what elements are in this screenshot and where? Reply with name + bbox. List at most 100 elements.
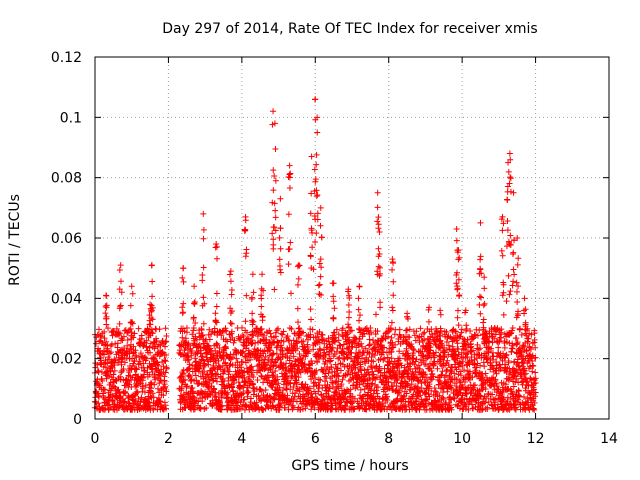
y-tick-label: 0.12 <box>51 50 82 66</box>
roti-point <box>211 393 218 400</box>
roti-point <box>119 337 126 344</box>
roti-point <box>294 339 301 346</box>
roti-point <box>141 368 148 375</box>
roti-point <box>149 293 156 300</box>
roti-point <box>112 340 119 347</box>
roti-point <box>111 362 118 369</box>
roti-point <box>279 354 286 361</box>
roti-point <box>107 393 114 400</box>
roti-point <box>245 389 252 396</box>
roti-point <box>114 340 121 347</box>
y-tick-label: 0.04 <box>51 291 82 307</box>
roti-point <box>152 343 159 350</box>
roti-point <box>199 389 206 396</box>
roti-point <box>254 346 261 353</box>
roti-point <box>101 328 108 335</box>
roti-point <box>180 393 187 400</box>
roti-point <box>244 387 251 394</box>
x-tick-label: 12 <box>527 431 545 447</box>
roti-point <box>246 356 253 363</box>
roti-point <box>279 331 286 338</box>
roti-point <box>299 329 306 336</box>
roti-point <box>163 405 170 412</box>
roti-point <box>222 359 229 366</box>
roti-point <box>241 396 248 403</box>
roti-point <box>97 382 104 389</box>
roti-point <box>184 383 191 390</box>
roti-point <box>122 390 129 397</box>
roti-point <box>297 369 304 376</box>
roti-point <box>162 358 169 365</box>
roti-point <box>153 337 160 344</box>
roti-point <box>201 368 208 375</box>
roti-point <box>106 350 113 357</box>
roti-point <box>285 337 292 344</box>
roti-point <box>192 333 199 340</box>
roti-point <box>212 375 219 382</box>
roti-point <box>184 342 191 349</box>
roti-point <box>258 372 265 379</box>
roti-point <box>188 347 195 354</box>
roti-point <box>241 378 248 385</box>
roti-point <box>233 355 240 362</box>
roti-point <box>121 359 128 366</box>
roti-point <box>193 358 200 365</box>
roti-point <box>300 338 307 345</box>
roti-point <box>147 349 154 356</box>
roti-point <box>199 332 206 339</box>
roti-point <box>146 399 153 406</box>
roti-point <box>242 318 249 325</box>
roti-point <box>286 355 293 362</box>
roti-point <box>186 365 193 372</box>
roti-point <box>296 388 303 395</box>
roti-point <box>162 352 169 359</box>
roti-point <box>260 350 267 357</box>
data-points <box>91 96 539 413</box>
roti-point <box>102 396 109 403</box>
roti-point <box>149 316 156 323</box>
roti-point <box>270 395 277 402</box>
roti-point <box>116 330 123 337</box>
roti-point <box>149 330 156 337</box>
roti-point <box>155 362 162 369</box>
roti-point <box>252 339 259 346</box>
roti-point <box>144 325 151 332</box>
roti-point <box>270 362 277 369</box>
roti-point <box>291 393 298 400</box>
roti-point <box>121 398 128 405</box>
roti-point <box>222 344 229 351</box>
roti-point <box>217 403 224 410</box>
roti-point <box>211 325 218 332</box>
roti-point <box>243 292 250 299</box>
roti-point <box>133 382 140 389</box>
roti-point <box>116 389 123 396</box>
roti-point <box>162 369 169 376</box>
roti-point <box>95 326 102 333</box>
roti-point <box>206 326 213 333</box>
roti-point <box>184 357 191 364</box>
roti-point <box>133 365 140 372</box>
roti-point <box>239 359 246 366</box>
roti-point <box>107 368 114 375</box>
roti-point <box>104 325 111 332</box>
roti-point <box>290 337 297 344</box>
roti-point <box>295 374 302 381</box>
roti-point <box>258 325 265 332</box>
roti-point <box>198 356 205 363</box>
roti-point <box>139 385 146 392</box>
roti-point <box>224 338 231 345</box>
roti-point <box>251 346 258 353</box>
roti-point <box>137 398 144 405</box>
roti-point <box>104 360 111 367</box>
roti-point <box>279 391 286 398</box>
roti-point <box>256 361 263 368</box>
roti-point <box>131 358 138 365</box>
roti-point <box>196 365 203 372</box>
roti-point <box>156 326 163 333</box>
roti-point <box>148 326 155 333</box>
roti-point <box>99 377 106 384</box>
roti-point <box>108 349 115 356</box>
x-tick-label: 6 <box>311 431 320 447</box>
roti-point <box>155 394 162 401</box>
roti-point <box>237 336 244 343</box>
